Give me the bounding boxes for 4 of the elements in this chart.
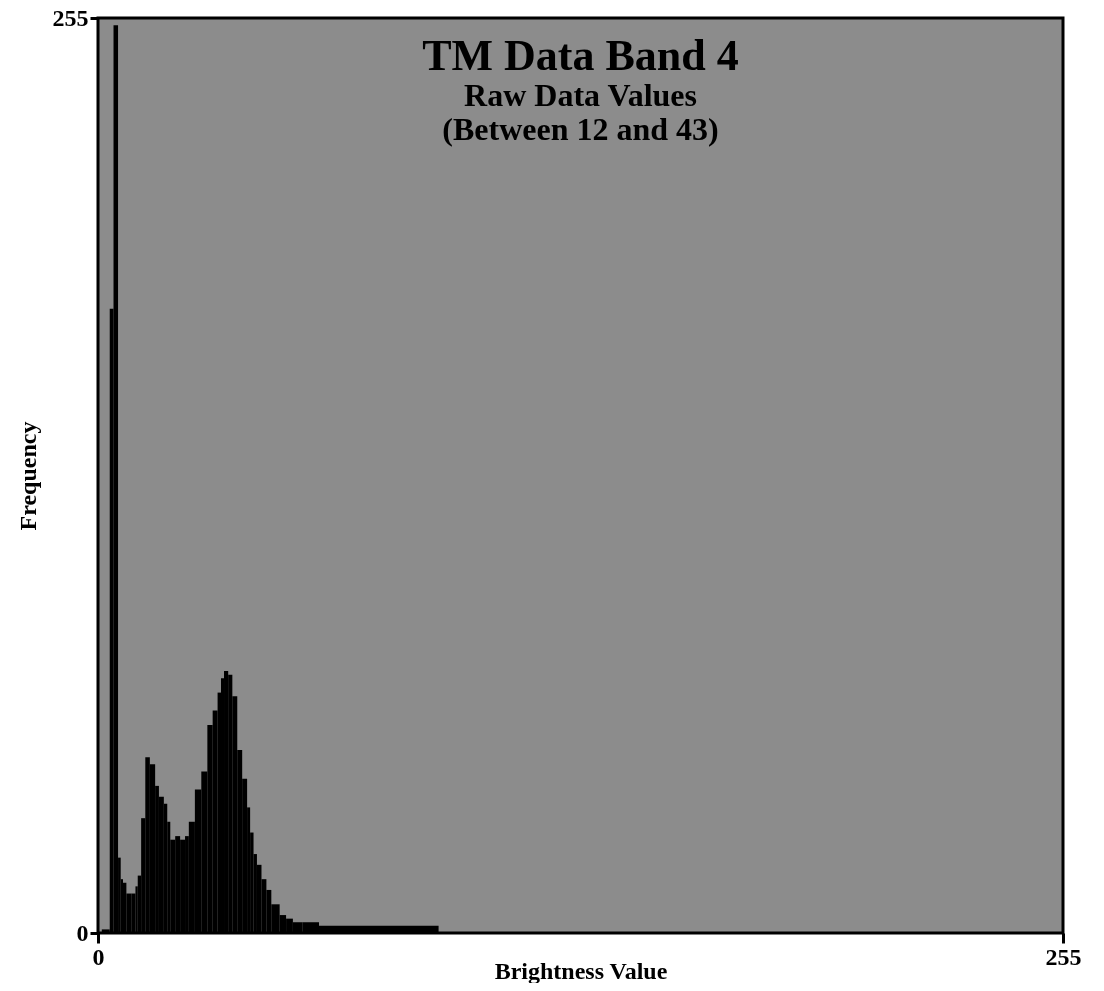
chart-title: TM Data Band 4 [422,31,739,80]
y-axis-title: Frequency [14,421,41,531]
text: Raw Data Values (Between 12 and 43) [442,77,719,147]
x-axis-title: Brightness Value [494,957,668,984]
